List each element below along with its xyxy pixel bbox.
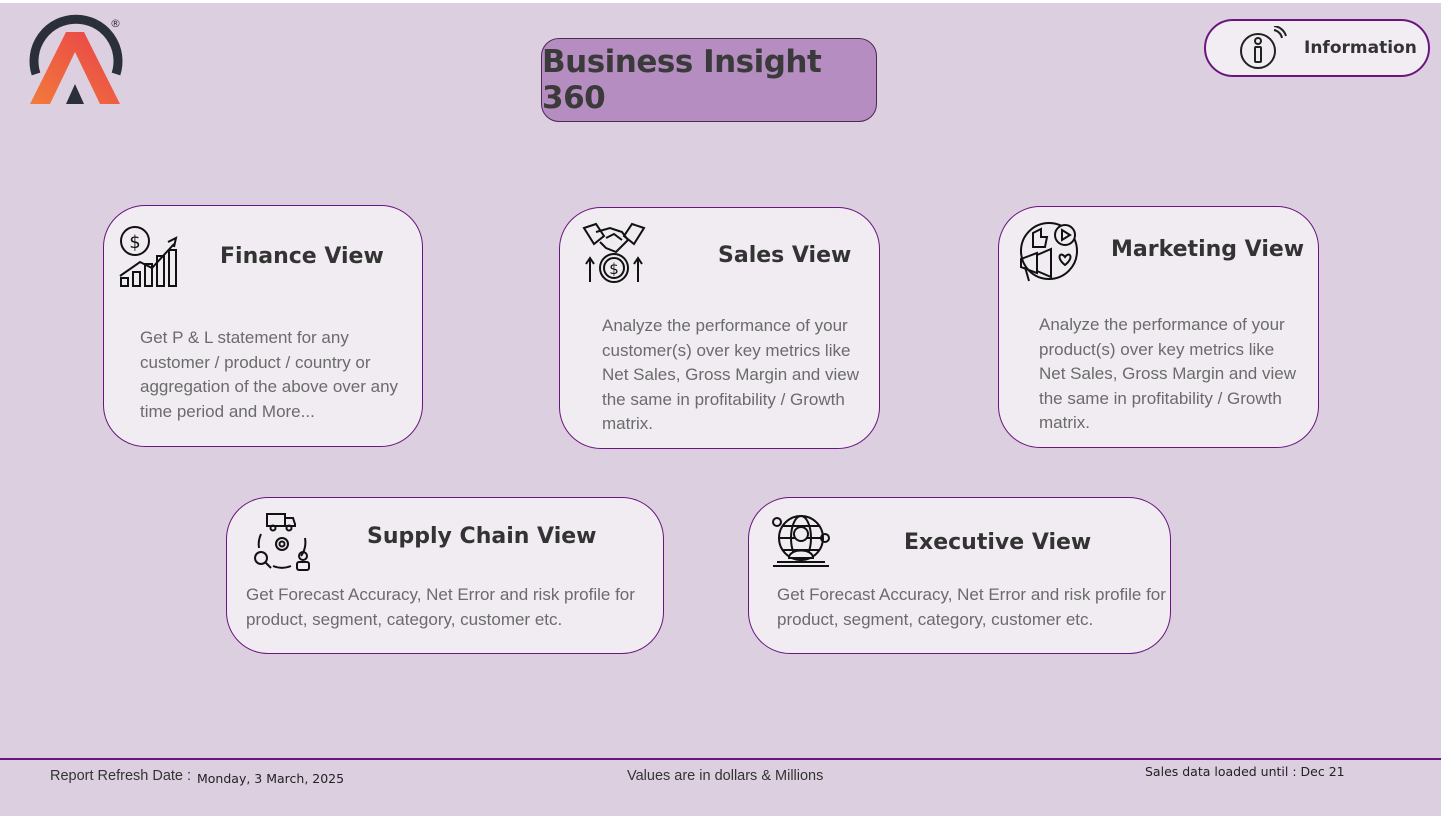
supply-chain-icon [254, 513, 310, 571]
atliq-logo-icon: ® [29, 14, 123, 104]
sales-view-card[interactable]: $ Sales View Analyze the performance of … [559, 207, 880, 449]
supply-chain-view-title: Supply Chain View [367, 524, 597, 549]
report-refresh-label: Report Refresh Date : [50, 768, 192, 784]
sales-view-description: Analyze the performance of your customer… [602, 316, 859, 433]
svg-text:$: $ [609, 260, 619, 278]
supply-chain-view-card[interactable]: Supply Chain View Get Forecast Accuracy,… [226, 497, 664, 654]
sales-data-loaded: Sales data loaded until : Dec 21 [1145, 764, 1345, 779]
megaphone-social-icon [1020, 222, 1078, 282]
executive-view-description: Get Forecast Accuracy, Net Error and ris… [777, 585, 1166, 629]
sales-view-title: Sales View [718, 243, 852, 268]
marketing-view-title: Marketing View [1111, 237, 1305, 262]
marketing-view-card[interactable]: Marketing View Analyze the performance o… [998, 206, 1319, 448]
report-refresh-date: Monday, 3 March, 2025 [197, 771, 345, 786]
finance-view-card[interactable]: $ Finance View Get P & L statement for a… [103, 205, 423, 447]
executive-view-title: Executive View [904, 530, 1092, 555]
units-note: Values are in dollars & Millions [627, 768, 824, 784]
finance-view-description: Get P & L statement for any customer / p… [140, 328, 399, 421]
top-border [0, 0, 1441, 3]
information-label: Information [1304, 38, 1417, 58]
registered-mark: ® [110, 17, 121, 30]
supply-chain-view-description: Get Forecast Accuracy, Net Error and ris… [246, 585, 635, 629]
executive-view-card[interactable]: Executive View Get Forecast Accuracy, Ne… [748, 497, 1171, 654]
handshake-dollar-icon: $ [582, 222, 646, 283]
finance-chart-icon: $ [119, 226, 178, 287]
info-signal-icon [1240, 26, 1287, 69]
svg-text:$: $ [129, 232, 140, 253]
page-title: Business Insight 360 [542, 44, 822, 116]
footer-divider [0, 758, 1441, 760]
marketing-view-description: Analyze the performance of your product(… [1039, 315, 1296, 432]
executive-globe-icon [772, 515, 830, 567]
page-title-box: Business Insight 360 [541, 38, 877, 122]
information-button[interactable]: Information [1204, 19, 1430, 77]
finance-view-title: Finance View [220, 244, 384, 269]
